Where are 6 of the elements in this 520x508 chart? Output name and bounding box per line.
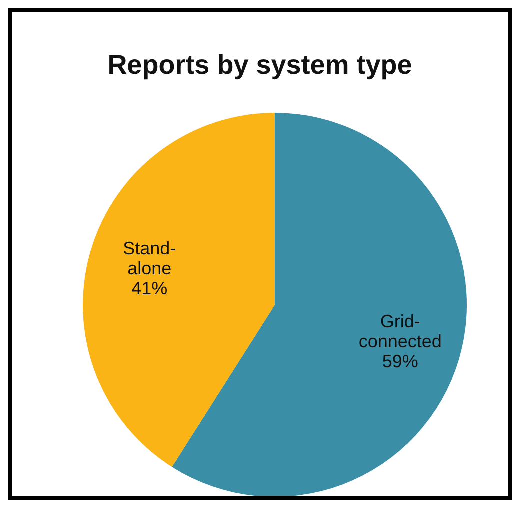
slice-label: Grid-connected bbox=[358, 311, 442, 352]
chart-title: Reports by system type bbox=[106, 50, 414, 81]
pie-slice bbox=[83, 113, 275, 468]
data-label: 41% bbox=[132, 278, 168, 299]
data-label: 59% bbox=[382, 351, 418, 372]
slice-label: Stand-alone bbox=[123, 238, 176, 279]
